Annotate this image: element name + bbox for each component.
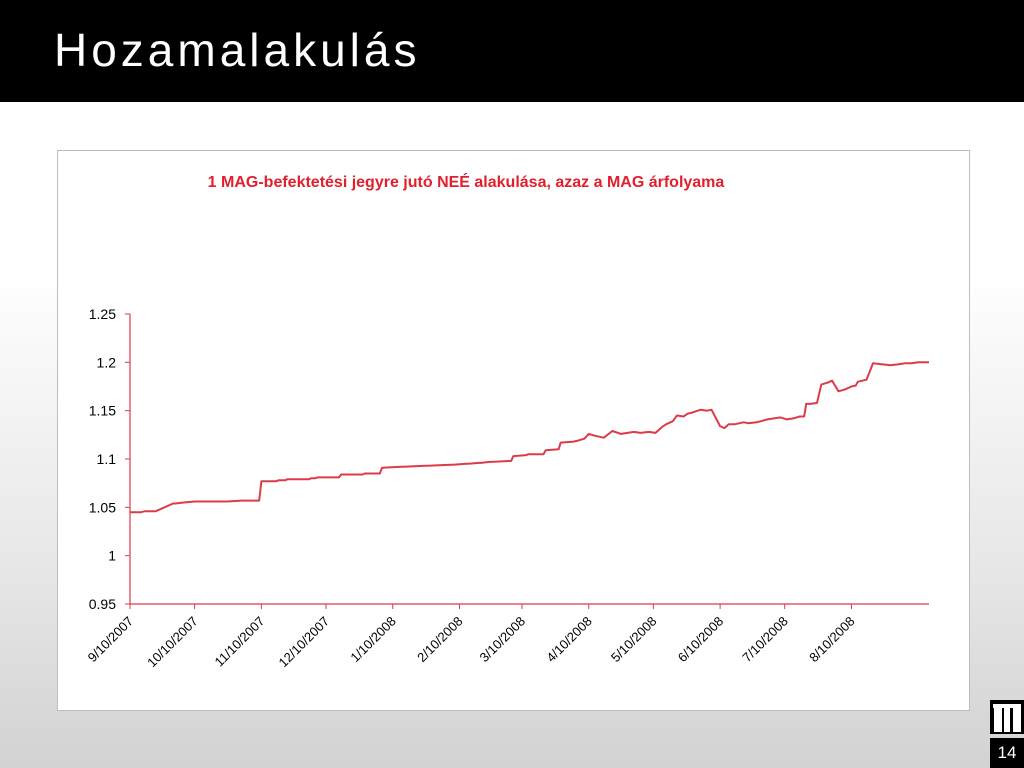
x-tick-label: 8/10/2008 [806, 614, 858, 666]
y-tick-label: 1.1 [97, 451, 117, 467]
x-tick-label: 4/10/2008 [543, 614, 595, 666]
y-tick-label: 1.05 [89, 499, 116, 515]
x-tick-label: 1/10/2008 [347, 614, 399, 666]
header-bar: Hozamalakulás [0, 0, 1024, 102]
chart-container: 1 MAG-befektetési jegyre jutó NEÉ alakul… [57, 150, 970, 711]
x-tick-label: 10/10/2007 [144, 614, 201, 671]
line-chart: 1 MAG-befektetési jegyre jutó NEÉ alakul… [85, 172, 929, 671]
y-tick-label: 1 [108, 548, 116, 564]
x-tick-label: 11/10/2007 [212, 614, 268, 670]
y-tick-label: 1.25 [89, 306, 116, 322]
y-tick-label: 1.2 [97, 354, 117, 370]
x-tick-label: 3/10/2008 [477, 614, 529, 666]
stylized-m-logo-icon [990, 700, 1024, 734]
x-tick-label: 6/10/2008 [675, 614, 727, 666]
x-tick-label: 7/10/2008 [739, 614, 791, 666]
y-tick-label: 1.15 [89, 403, 116, 419]
y-tick-label: 0.95 [89, 596, 116, 612]
x-tick-label: 5/10/2008 [608, 614, 660, 666]
chart-title: 1 MAG-befektetési jegyre jutó NEÉ alakul… [208, 172, 725, 191]
slide-title: Hozamalakulás [54, 24, 421, 76]
x-tick-label: 2/10/2008 [414, 614, 466, 666]
page-number: 14 [990, 738, 1024, 768]
x-tick-label: 9/10/2007 [85, 614, 137, 666]
series-line [130, 361, 929, 514]
x-tick-label: 12/10/2007 [275, 614, 332, 671]
